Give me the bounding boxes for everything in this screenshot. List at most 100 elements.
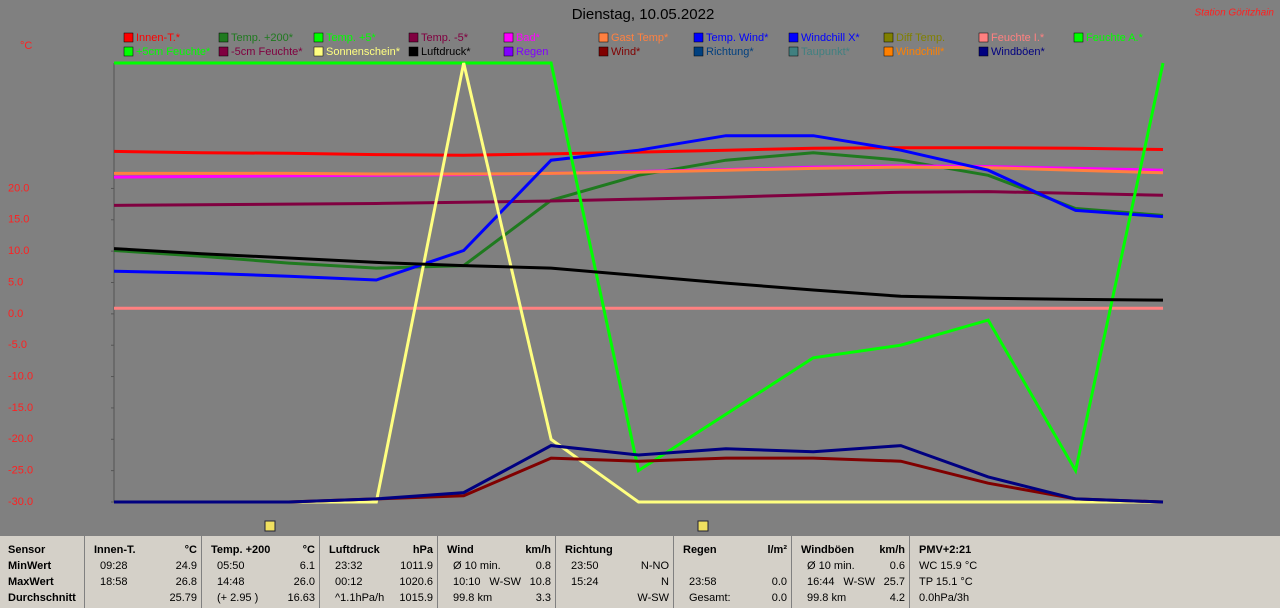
series-line <box>114 165 1164 176</box>
cell: WC 15.9 °C <box>919 560 978 572</box>
cell: 25.7 <box>883 576 905 588</box>
cell: 15:24 <box>571 576 599 588</box>
series-line <box>113 247 1164 302</box>
cell: Ø 10 min. <box>807 560 855 572</box>
y-tick-label: 5.0 <box>8 276 23 288</box>
legend-label: Windchill* <box>896 46 945 58</box>
cell: 99.8 km <box>807 592 847 604</box>
cell: 99.8 km <box>453 592 493 604</box>
cell: 05:50 <box>217 560 245 572</box>
cell: W-SW <box>843 576 875 588</box>
cell: TP 15.1 °C <box>919 576 973 588</box>
legend-label: Luftdruck* <box>421 46 471 58</box>
cell: N <box>661 576 669 588</box>
cell: 16:44 <box>807 576 835 588</box>
series-line <box>113 151 1164 270</box>
group-title: Richtung <box>565 544 613 556</box>
legend-swatch <box>503 46 514 57</box>
cell: 25.79 <box>169 592 197 604</box>
cell: 0.0 <box>771 592 787 604</box>
series-line <box>113 146 1164 157</box>
separator <box>437 536 438 608</box>
cell: 3.3 <box>535 592 551 604</box>
row-label: MinWert <box>8 560 52 572</box>
cell: 6.1 <box>299 560 315 572</box>
legend-swatch <box>408 46 419 57</box>
icon <box>697 520 709 532</box>
legend-label: Windböen* <box>991 46 1046 58</box>
cell: 1020.6 <box>399 576 433 588</box>
series-line <box>113 134 1164 282</box>
series-line <box>113 190 1164 207</box>
chart-title: Dienstag, 10.05.2022 <box>572 6 715 23</box>
separator <box>791 536 792 608</box>
cell: 10.8 <box>529 576 551 588</box>
legend-label: Gast Temp* <box>611 32 669 44</box>
cell: 4.2 <box>889 592 905 604</box>
legend-swatch <box>883 46 894 57</box>
legend-swatch <box>788 46 799 57</box>
y-tick-label: -20.0 <box>8 433 33 445</box>
legend-swatch <box>1073 32 1084 43</box>
separator <box>201 536 202 608</box>
legend-swatch <box>693 32 704 43</box>
legend-label: Innen-T.* <box>136 32 181 44</box>
legend-label: Temp. -5* <box>421 32 469 44</box>
legend-swatch <box>693 46 704 57</box>
group-title: Regen <box>683 544 717 556</box>
cell: 10:10 <box>453 576 481 588</box>
legend-label: Bad* <box>516 32 541 44</box>
legend-swatch <box>123 46 134 57</box>
group-unit: km/h <box>879 544 905 556</box>
station-name: Station Göritzhain <box>1195 8 1275 19</box>
cell: Gesamt: <box>689 592 731 604</box>
legend-swatch <box>218 46 229 57</box>
cell: N-NO <box>640 560 669 572</box>
y-tick-label: -25.0 <box>8 465 33 477</box>
group-title: Luftdruck <box>329 544 380 556</box>
y-tick-label: -15.0 <box>8 402 33 414</box>
legend-label: Taupunkt* <box>801 46 851 58</box>
y-tick-label: -5.0 <box>8 339 27 351</box>
series-line <box>114 444 1164 504</box>
group-title: Windböen <box>801 544 855 556</box>
cell: (+ 2.95 ) <box>217 592 259 604</box>
legend-swatch <box>978 32 989 43</box>
legend-swatch <box>598 32 609 43</box>
series-line <box>114 61 1165 475</box>
separator <box>555 536 556 608</box>
legend-label: Richtung* <box>706 46 754 58</box>
row-label: MaxWert <box>8 576 54 588</box>
legend-label: Sonnenschein* <box>326 46 401 58</box>
cell: 1011.9 <box>400 560 433 572</box>
unit-label: °C <box>20 40 32 52</box>
icon <box>264 520 276 532</box>
legend-swatch <box>598 46 609 57</box>
cell: 18:58 <box>100 576 128 588</box>
cell: W-SW <box>489 576 521 588</box>
group-title: Temp. +200 <box>211 544 271 556</box>
cell: 0.8 <box>535 560 551 572</box>
separator <box>84 536 85 608</box>
group-unit: °C <box>302 544 315 556</box>
y-tick-label: 10.0 <box>8 245 29 257</box>
cell: 23:32 <box>335 560 363 572</box>
group-title: Innen-T. <box>94 544 136 556</box>
legend-label: Temp. Wind* <box>706 32 769 44</box>
row-label: Sensor <box>8 544 46 556</box>
cell: 0.0 <box>771 576 787 588</box>
legend-swatch <box>408 32 419 43</box>
group-unit: l/m² <box>767 544 787 556</box>
cell: 16.63 <box>287 592 315 604</box>
y-tick-label: 0.0 <box>8 308 23 320</box>
legend-swatch <box>788 32 799 43</box>
cell: 1015.9 <box>399 592 433 604</box>
legend-label: Regen <box>516 46 548 58</box>
cell: 00:12 <box>335 576 363 588</box>
group-unit: km/h <box>525 544 551 556</box>
cell: 23:58 <box>689 576 717 588</box>
legend-swatch <box>313 32 324 43</box>
cell: 23:50 <box>571 560 599 572</box>
legend-label: Temp. +5* <box>326 32 377 44</box>
stats-panel: Sensor MinWert MaxWert Durchschnitt Innen-T.… <box>0 536 1280 608</box>
